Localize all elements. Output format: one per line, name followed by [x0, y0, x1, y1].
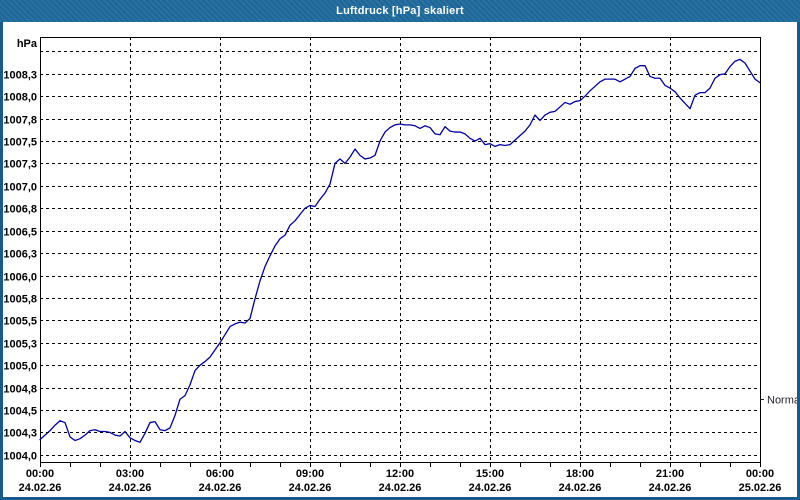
x-axis-time-label: 09:00 [296, 468, 324, 480]
y-axis-tick-label: 1006,5 [3, 227, 37, 239]
x-axis-time-label: 15:00 [476, 468, 504, 480]
x-axis-date-label: 24.02.26 [19, 482, 62, 494]
pressure-curve [39, 58, 761, 443]
y-axis-tick-label: 1004,3 [3, 428, 37, 440]
x-axis-time-label: 00:00 [26, 468, 54, 480]
y-axis-tick-label: 1005,0 [3, 361, 37, 373]
x-axis-date-label: 24.02.26 [379, 482, 422, 494]
x-axis-date-label: 24.02.26 [199, 482, 242, 494]
y-axis-tick-label: 1005,3 [3, 339, 37, 351]
x-axis-time-label: 18:00 [566, 468, 594, 480]
plot-border [40, 37, 761, 463]
x-axis-time-label: 06:00 [206, 468, 234, 480]
pressure-chart: 1004,0 1004,3 1004,5 1004,8 1005,0 1005,3 1005… [3, 37, 797, 494]
x-axis-time-label: 00:00 [746, 468, 774, 480]
y-axis-tick-label: 1004,8 [3, 384, 37, 396]
y-axis-tick-label: 1004,0 [3, 451, 37, 463]
x-axis-time-label: 21:00 [656, 468, 684, 480]
y-axis-unit-label: hPa [17, 38, 38, 50]
window-title: Luftdruck [hPa] skaliert [336, 5, 464, 17]
y-axis-tick-label: 1006,0 [3, 272, 37, 284]
y-axis-tick-label: 1006,3 [3, 249, 37, 261]
y-axis-tick-label: 1008,3 [3, 70, 37, 82]
x-axis-date-label: 24.02.26 [559, 482, 602, 494]
y-axis-tick-label: 1007,8 [3, 115, 37, 127]
y-axis-tick-label: 1006,8 [3, 204, 37, 216]
x-axis-date-label: 24.02.26 [469, 482, 512, 494]
y-axis-tick-label: 1007,5 [3, 137, 37, 149]
window-titlebar[interactable]: Luftdruck [hPa] skaliert [0, 0, 800, 22]
x-axis-date-label: 24.02.26 [649, 482, 692, 494]
normal-marker-label: Normal [767, 395, 797, 407]
y-axis-tick-label: 1008,0 [3, 92, 37, 104]
x-axis-time-label: 03:00 [116, 468, 144, 480]
x-axis-date-label: 24.02.26 [289, 482, 332, 494]
y-axis-tick-label: 1004,5 [3, 406, 37, 418]
chart-container: 1004,0 1004,3 1004,5 1004,8 1005,0 1005,3 1005… [3, 22, 797, 497]
x-axis-date-label: 24.02.26 [109, 482, 152, 494]
x-axis-date-label: 25.02.26 [739, 482, 782, 494]
x-axis-time-label: 12:00 [386, 468, 414, 480]
y-axis-tick-label: 1007,0 [3, 182, 37, 194]
y-axis-tick-label: 1007,3 [3, 159, 37, 171]
y-axis-tick-label: 1005,5 [3, 316, 37, 328]
y-axis-tick-label: 1005,8 [3, 294, 37, 306]
